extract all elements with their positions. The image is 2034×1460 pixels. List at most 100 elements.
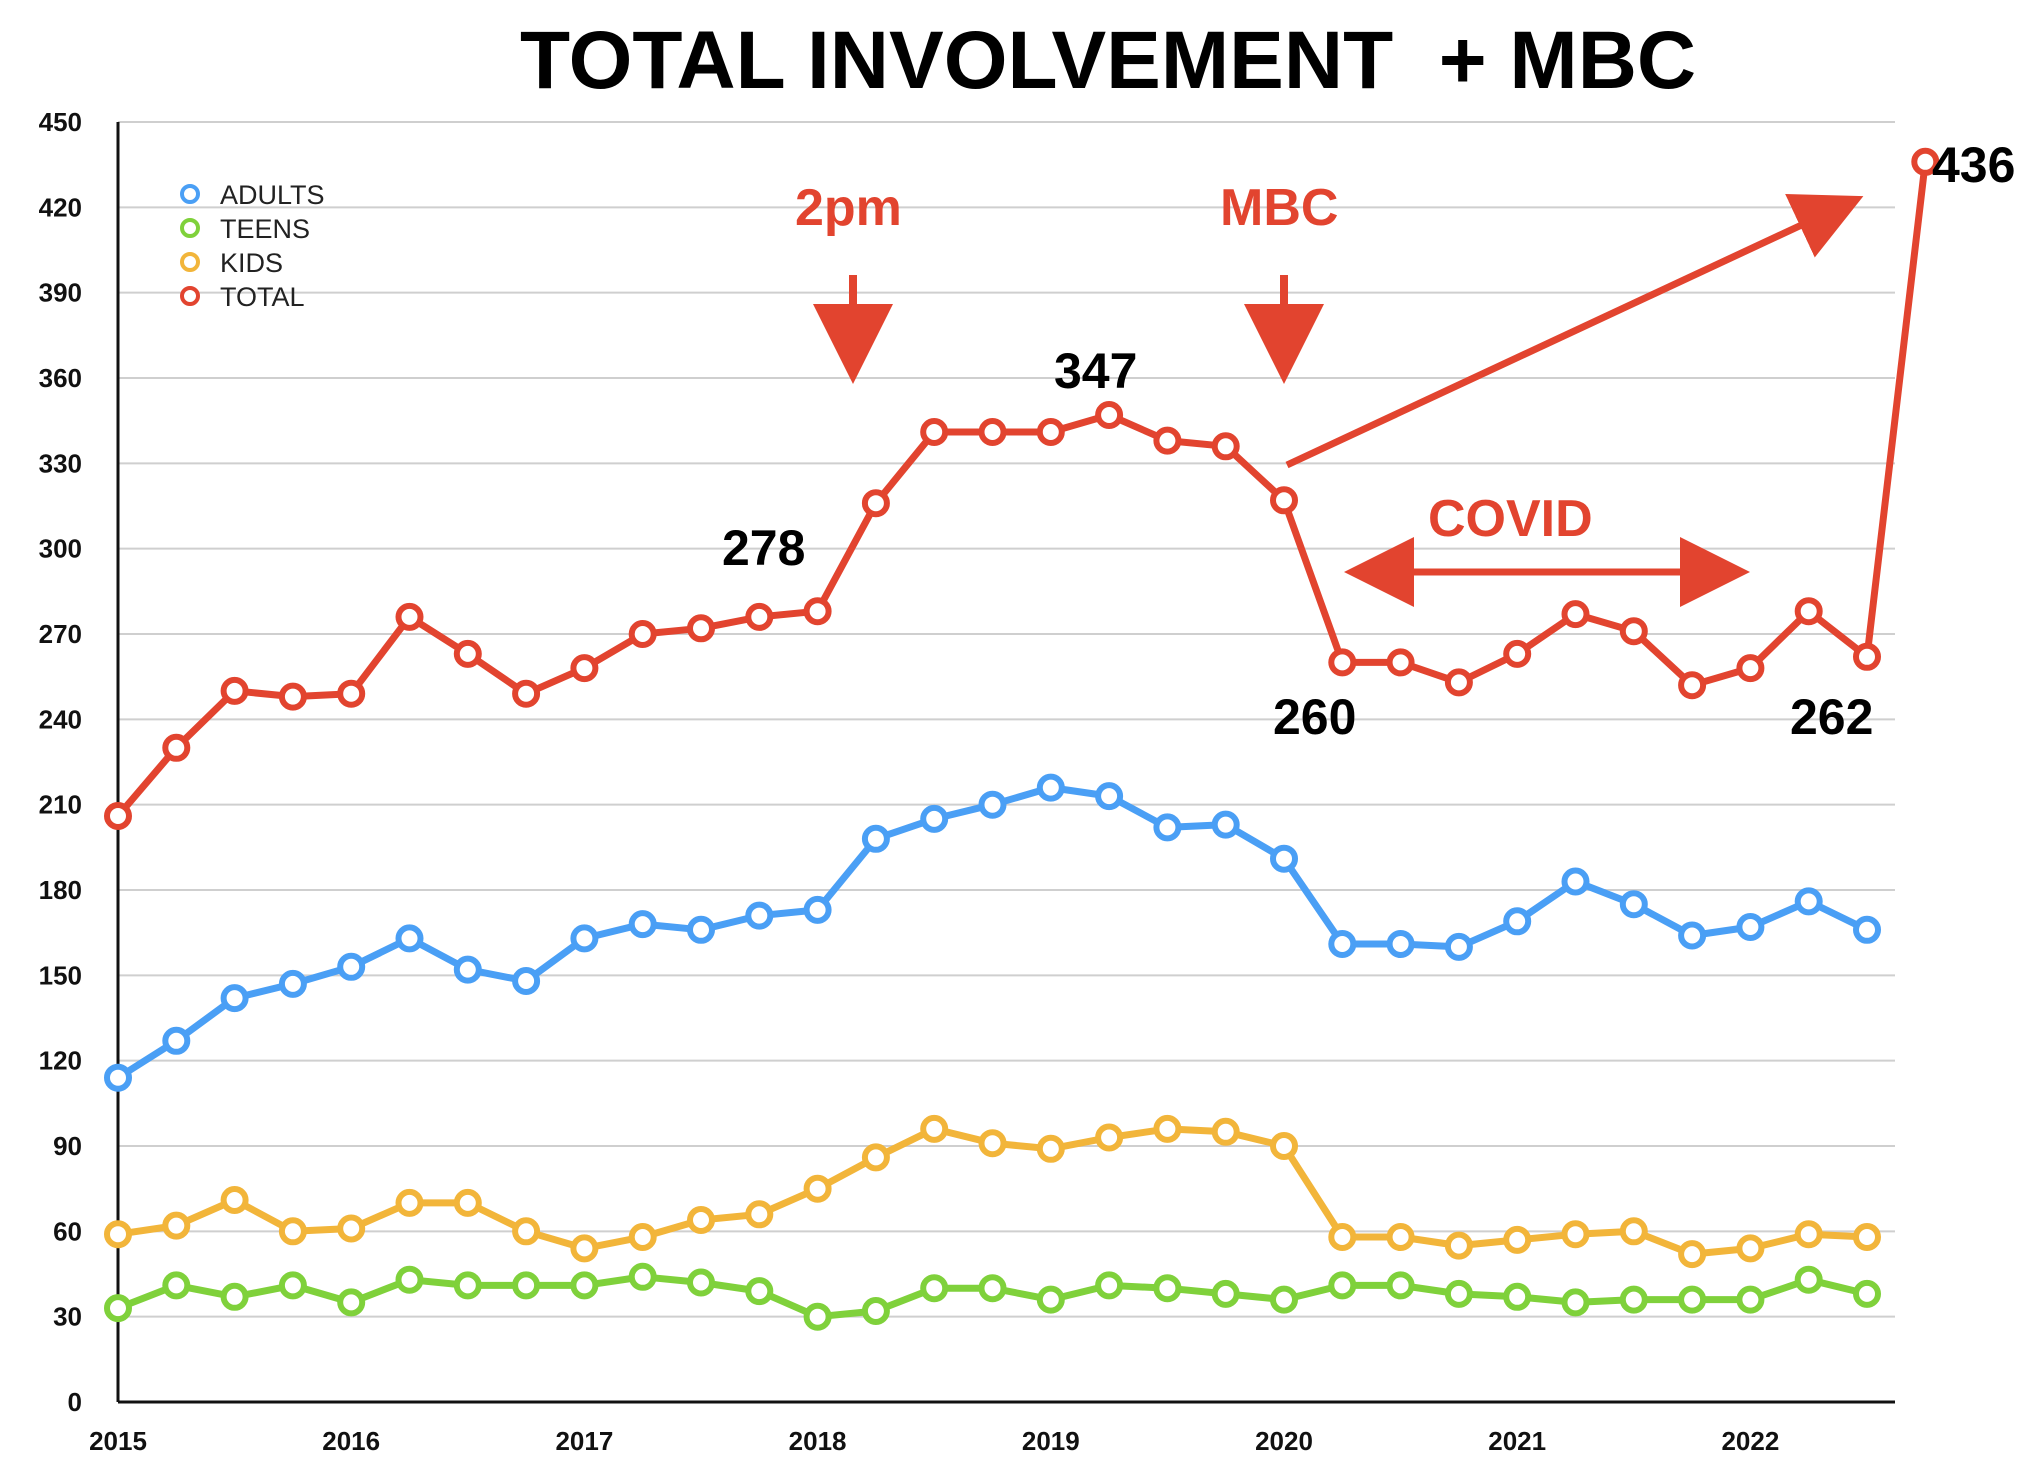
y-tick-label: 120 bbox=[39, 1046, 82, 1076]
data-point-adults bbox=[920, 804, 949, 833]
data-point-teens bbox=[1736, 1285, 1765, 1314]
data-point-kids bbox=[570, 1234, 599, 1263]
data-point-adults bbox=[978, 790, 1007, 819]
data-point-teens bbox=[628, 1262, 657, 1291]
data-point-teens bbox=[687, 1268, 715, 1297]
x-axis-ticks: 2015 2016 2017 2018 2019 2020 2021 2022 bbox=[89, 1426, 1779, 1456]
legend-label-teens: TEENS bbox=[220, 214, 310, 244]
data-point-adults bbox=[1095, 782, 1124, 811]
data-point-adults bbox=[1561, 867, 1590, 896]
y-tick-label: 30 bbox=[53, 1302, 82, 1332]
data-point-teens bbox=[278, 1271, 307, 1300]
data-point-kids bbox=[861, 1143, 890, 1172]
data-point-kids bbox=[920, 1114, 949, 1143]
data-point-total bbox=[337, 679, 366, 708]
y-tick-label: 330 bbox=[39, 448, 82, 478]
callout-260: 260 bbox=[1273, 689, 1356, 745]
data-point-teens bbox=[395, 1265, 424, 1294]
data-point-teens bbox=[861, 1297, 890, 1325]
data-point-total bbox=[1736, 654, 1765, 683]
data-point-total bbox=[1211, 432, 1240, 461]
data-point-total bbox=[220, 676, 249, 705]
series-total bbox=[104, 147, 1940, 830]
arrow-mbc-to-peak bbox=[1285, 194, 1864, 469]
legend-marker-teens bbox=[180, 218, 200, 238]
callout-262: 262 bbox=[1790, 689, 1873, 745]
legend-marker-kids bbox=[180, 252, 200, 272]
data-point-teens bbox=[1561, 1288, 1590, 1317]
legend-item-kids: KIDS bbox=[180, 248, 283, 278]
y-axis-ticks: 0 30 60 90 120 150 180 210 240 270 300 330 360 390 420… bbox=[39, 107, 82, 1417]
y-tick-label: 420 bbox=[39, 192, 82, 222]
y-tick-label: 360 bbox=[39, 363, 82, 393]
data-point-kids bbox=[628, 1223, 657, 1251]
data-point-kids bbox=[1270, 1132, 1298, 1160]
data-point-total bbox=[453, 639, 482, 668]
series-line-adults bbox=[116, 784, 1869, 1081]
data-point-total bbox=[278, 682, 307, 711]
series-line-total bbox=[115, 161, 1929, 819]
legend-marker-total bbox=[180, 286, 200, 306]
data-point-adults bbox=[453, 955, 482, 984]
data-point-kids bbox=[978, 1129, 1007, 1158]
data-point-kids bbox=[803, 1174, 832, 1203]
data-point-adults bbox=[745, 901, 774, 930]
data-point-teens bbox=[1444, 1279, 1473, 1308]
data-point-teens bbox=[1853, 1279, 1881, 1308]
data-point-kids bbox=[1211, 1117, 1240, 1146]
data-point-total bbox=[803, 597, 832, 626]
data-point-adults bbox=[1794, 887, 1823, 916]
data-point-adults bbox=[1270, 844, 1298, 873]
data-point-total bbox=[1794, 597, 1823, 626]
data-point-total bbox=[1386, 648, 1415, 677]
data-point-teens bbox=[803, 1302, 832, 1331]
data-point-adults bbox=[512, 967, 541, 995]
data-point-adults bbox=[395, 924, 424, 953]
data-point-kids bbox=[1561, 1220, 1590, 1249]
x-tick-label: 2019 bbox=[1022, 1426, 1080, 1456]
data-point-total bbox=[628, 620, 657, 648]
data-point-total bbox=[745, 602, 774, 631]
legend-label-kids: KIDS bbox=[220, 248, 283, 278]
data-point-total bbox=[687, 614, 715, 643]
data-point-teens bbox=[1211, 1279, 1240, 1308]
annotation-mbc: MBC bbox=[1220, 179, 1338, 237]
data-point-kids bbox=[1619, 1217, 1648, 1246]
data-point-total bbox=[1619, 617, 1648, 646]
data-point-adults bbox=[628, 910, 657, 939]
data-point-teens bbox=[1386, 1271, 1415, 1300]
data-point-teens bbox=[920, 1274, 949, 1303]
legend-label-total: TOTAL bbox=[220, 282, 305, 312]
data-point-kids bbox=[162, 1211, 191, 1240]
legend: ADULTS TEENS KIDS TOTAL bbox=[180, 180, 325, 312]
x-tick-label: 2022 bbox=[1721, 1426, 1779, 1456]
data-point-teens bbox=[1036, 1285, 1065, 1314]
data-point-adults bbox=[687, 915, 715, 944]
data-point-total bbox=[1153, 426, 1182, 455]
data-point-adults bbox=[104, 1063, 132, 1092]
annotation-2pm: 2pm bbox=[795, 179, 902, 237]
data-point-teens bbox=[570, 1271, 599, 1300]
data-point-kids bbox=[1153, 1114, 1182, 1143]
data-point-kids bbox=[453, 1188, 482, 1217]
data-point-total bbox=[104, 802, 132, 830]
series-teens bbox=[104, 1262, 1881, 1331]
data-point-total bbox=[1270, 486, 1298, 515]
data-point-total bbox=[1853, 642, 1881, 671]
data-point-adults bbox=[1211, 810, 1240, 839]
gridlines bbox=[118, 121, 1895, 1318]
data-point-kids bbox=[1853, 1223, 1881, 1251]
x-tick-label: 2020 bbox=[1255, 1426, 1313, 1456]
data-point-kids bbox=[104, 1220, 132, 1249]
data-point-kids bbox=[1503, 1225, 1532, 1254]
data-point-total bbox=[1328, 648, 1357, 677]
data-point-kids bbox=[1095, 1123, 1124, 1152]
data-point-adults bbox=[1678, 921, 1707, 950]
legend-label-adults: ADULTS bbox=[220, 180, 325, 210]
data-point-kids bbox=[745, 1200, 774, 1229]
data-point-total bbox=[512, 679, 541, 708]
data-point-teens bbox=[1794, 1265, 1823, 1294]
x-tick-label: 2021 bbox=[1488, 1426, 1546, 1456]
data-point-teens bbox=[1153, 1274, 1182, 1303]
